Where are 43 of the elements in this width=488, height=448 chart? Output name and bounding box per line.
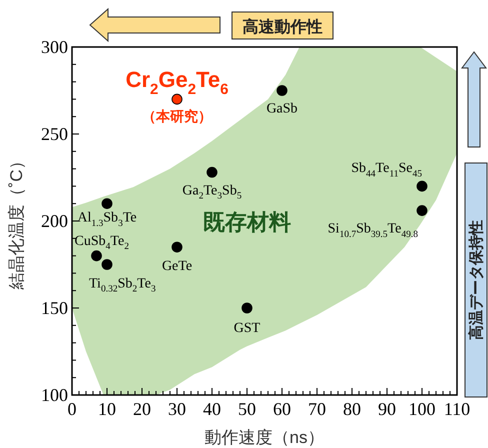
text: 高速動作性 <box>242 17 322 36</box>
annotation: Si$_{10.7}$Sb$_{39.5}$Te$_{49.8}$ <box>328 222 418 240</box>
x-tick-label: 70 <box>308 399 326 419</box>
x-tick-label: 0 <box>68 399 76 419</box>
annotation: 既存材料 <box>203 210 291 235</box>
point <box>102 259 112 270</box>
x-tick-label: 110 <box>444 399 470 419</box>
annotation: Sb$_{44}$Te$_{11}$Se$_{45}$ <box>351 161 422 180</box>
x-tick-label: 80 <box>343 399 361 419</box>
point <box>416 180 428 192</box>
y-tick-label: 100 <box>41 385 68 405</box>
x-tick-label: 10 <box>98 399 116 419</box>
x-tick-label: 100 <box>408 399 436 419</box>
x-tick-label: 30 <box>168 399 186 419</box>
x-axis-title: 動作速度（ns） <box>204 428 324 447</box>
annotation: GST <box>234 321 261 336</box>
annotation: GeTe <box>162 259 192 274</box>
x-tick-label: 50 <box>238 399 256 419</box>
annotation: GaSb <box>266 102 298 116</box>
point <box>102 198 112 209</box>
y-tick-label: 150 <box>41 298 68 318</box>
point <box>172 94 182 105</box>
y-axis-title: 結晶化温度（˚C） <box>7 152 26 290</box>
y-tick-label: 250 <box>41 124 68 144</box>
annotation: Ga$_{2}$Te$_{3}$Sb$_{5}$ <box>182 183 242 202</box>
y-tick-label: 300 <box>41 37 68 57</box>
annotation: Ti$_{0.32}$Sb$_{2}$Te$_{3}$ <box>89 276 156 295</box>
x-tick-label: 20 <box>133 399 151 419</box>
text: 高温データ保持性 <box>467 220 485 340</box>
series-label: Cr$_{2}$Ge$_{2}$Te$_{6}$ <box>126 67 228 98</box>
point <box>91 250 102 262</box>
annotation: （本研究） <box>142 108 212 124</box>
x-tick-label: 90 <box>378 399 396 419</box>
point <box>172 242 182 252</box>
annotation: CuSb$_{4}$Te$_{2}$ <box>74 234 130 252</box>
y-tick-label: 200 <box>41 211 68 231</box>
x-tick-label: 40 <box>203 399 221 419</box>
x-tick-label: 60 <box>273 399 291 419</box>
annotation: Al$_{1.3}$Sb$_{3}$Te <box>77 210 137 229</box>
point <box>416 205 428 216</box>
point <box>276 85 288 96</box>
point <box>242 302 252 314</box>
point <box>206 166 218 178</box>
